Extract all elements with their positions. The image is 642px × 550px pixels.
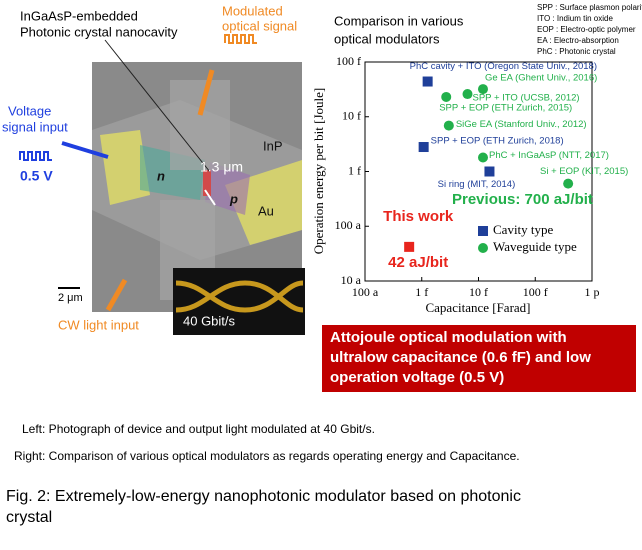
- legend-label: Cavity type: [493, 222, 554, 237]
- point-label: SPP + EOP (ETH Zurich, 2018): [431, 136, 564, 147]
- data-point: [484, 166, 495, 177]
- output-label: Modulated: [222, 3, 283, 18]
- n-label: n: [157, 168, 165, 183]
- point-label: Ge EA (Ghent Univ., 2016): [485, 73, 597, 84]
- data-point: [563, 178, 574, 189]
- cavity: [203, 170, 211, 196]
- figure-caption: Fig. 2: Extremely-low-energy nanophotoni…: [6, 488, 521, 505]
- highlight-line: ultralow capacitance (0.6 fF) and low: [330, 349, 591, 366]
- highlight-text: Attojoule optical modulation with ultral…: [330, 329, 591, 386]
- data-point: [443, 120, 454, 131]
- highlight-line: Attojoule optical modulation with: [330, 329, 567, 346]
- scale-label: 2 μm: [58, 292, 83, 304]
- abbreviation: EA : Electro-absorption: [537, 36, 619, 45]
- abbreviation: PhC : Photonic crystal: [537, 47, 616, 56]
- x-tick-label: 1 f: [415, 285, 428, 299]
- abbreviations: SPP : Surface plasmon polariton ITO : In…: [537, 3, 642, 56]
- p-region: [205, 162, 250, 215]
- signal-icon: [224, 34, 257, 44]
- output-arrow: [197, 69, 215, 116]
- legend-marker: [478, 226, 488, 236]
- data-point: [477, 84, 488, 95]
- legend-marker: [478, 243, 488, 253]
- voltage-icon: [19, 151, 52, 161]
- au-label: Au: [258, 203, 274, 218]
- annotation: Previous: 700 aJ/bit: [452, 191, 593, 208]
- input-arrow: [105, 278, 128, 312]
- data-point: [462, 89, 473, 100]
- x-tick-label: 100 f: [523, 285, 548, 299]
- voltage-label: signal input: [2, 119, 68, 134]
- point-label: SPP + ITO (UCSB, 2012): [473, 93, 580, 104]
- n-electrode: [100, 130, 150, 205]
- gap-arrow: [204, 189, 216, 206]
- abbreviation: EOP : Electro-optic polymer: [537, 25, 636, 34]
- legend-box: [474, 222, 586, 258]
- point-label: PhC + InGaAsP (NTT, 2017): [489, 150, 609, 161]
- point-label: PhC cavity + ITO (Oregon State Univ., 20…: [410, 61, 597, 72]
- input-label: CW light input: [58, 317, 139, 332]
- y-tick-label: 1 f: [348, 163, 361, 177]
- chart-title: optical modulators: [334, 31, 440, 46]
- voltage-value: 0.5 V: [20, 168, 53, 184]
- caption: Left: Photograph of device and output li…: [22, 422, 375, 436]
- value-label: 42 aJ/bit: [388, 254, 448, 271]
- voltage-label: Voltage: [8, 103, 51, 118]
- inp-label: InP: [263, 138, 283, 153]
- pointer: [104, 39, 211, 173]
- abbreviation: SPP : Surface plasmon polariton: [537, 3, 642, 12]
- series-label: This work: [383, 208, 454, 225]
- cavity-label: Photonic crystal nanocavity: [20, 24, 178, 39]
- chart-title: Comparison in various: [334, 13, 464, 28]
- photonic-crystal: [170, 80, 230, 170]
- caption: Right: Comparison of various optical mod…: [14, 449, 520, 463]
- highlight-box: [322, 325, 636, 392]
- data-point: [422, 76, 433, 87]
- abbreviation: ITO : Indium tin oxide: [537, 14, 613, 23]
- p-label: p: [229, 191, 238, 206]
- y-tick-label: 10 a: [341, 273, 362, 287]
- data-point: [477, 152, 488, 163]
- point-label: Si ring (MIT, 2014): [438, 179, 516, 190]
- data-point: [418, 142, 429, 153]
- y-tick-label: 10 f: [342, 109, 361, 123]
- x-tick-label: 10 f: [469, 285, 488, 299]
- point-label: SPP + EOP (ETH Zurich, 2015): [439, 102, 572, 113]
- photo-labels: InGaAsP-embedded Photonic crystal nanoca…: [2, 3, 297, 332]
- y-tick-label: 100 a: [335, 218, 362, 232]
- point-label: SiGe EA (Stanford Univ., 2012): [456, 119, 587, 130]
- bitrate-label: 40 Gbit/s: [183, 313, 236, 328]
- y-tick-label: 100 f: [336, 54, 361, 68]
- data-point: [441, 91, 452, 102]
- eye-trace: [175, 280, 304, 313]
- cavity-label: InGaAsP-embedded: [20, 8, 138, 23]
- data-point: [404, 241, 415, 252]
- device-photo: [19, 34, 305, 335]
- point-label: Si + EOP (KIT, 2015): [540, 166, 628, 177]
- output-label: optical signal: [222, 18, 297, 33]
- y-axis-label: Operation energy per bit [Joule]: [311, 88, 326, 255]
- voltage-arrow: [61, 141, 109, 159]
- figure-caption: crystal: [6, 509, 52, 526]
- x-axis-label: Capacitance [Farad]: [425, 300, 530, 315]
- x-tick-label: 1 p: [585, 285, 600, 299]
- gap-label: 1.3 μm: [200, 159, 243, 175]
- highlight-line: operation voltage (0.5 V): [330, 369, 504, 386]
- x-tick-label: 100 a: [352, 285, 379, 299]
- legend-label: Waveguide type: [493, 239, 577, 254]
